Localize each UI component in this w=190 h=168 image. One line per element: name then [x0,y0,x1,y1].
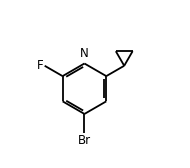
Text: Br: Br [78,134,91,147]
Text: F: F [37,59,43,72]
Text: N: N [80,47,89,60]
